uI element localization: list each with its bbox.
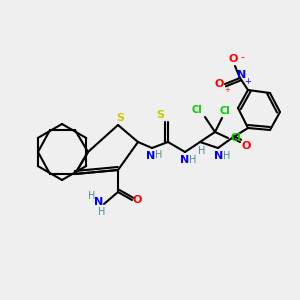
Text: H: H <box>198 146 206 156</box>
Text: H: H <box>189 155 197 165</box>
Text: O: O <box>132 195 142 205</box>
Text: H: H <box>223 151 231 161</box>
Text: S: S <box>116 113 124 123</box>
Text: Cl: Cl <box>231 133 242 143</box>
Text: H: H <box>98 207 106 217</box>
Text: Cl: Cl <box>220 106 230 116</box>
Text: N: N <box>94 197 103 207</box>
Text: -: - <box>240 52 244 62</box>
Text: O: O <box>214 79 224 89</box>
Text: O: O <box>241 141 251 151</box>
Text: N: N <box>180 155 190 165</box>
Text: N: N <box>214 151 224 161</box>
Text: O: O <box>228 54 238 64</box>
Text: N: N <box>146 151 156 161</box>
Text: S: S <box>156 110 164 120</box>
Text: +: + <box>244 77 251 86</box>
Text: Cl: Cl <box>192 105 203 115</box>
Text: +: + <box>224 87 230 93</box>
Text: N: N <box>237 70 247 80</box>
Text: H: H <box>88 191 96 201</box>
Text: H: H <box>155 150 163 160</box>
